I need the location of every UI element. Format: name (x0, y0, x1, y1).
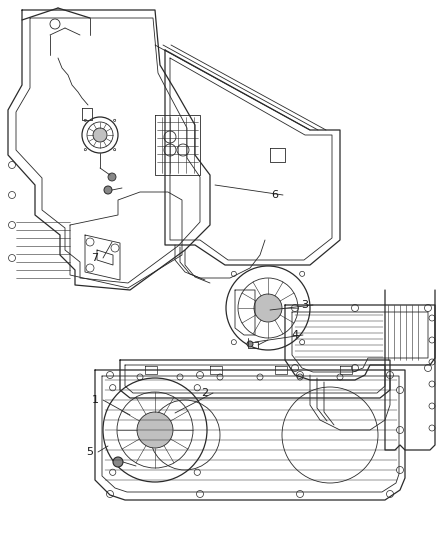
Text: 7: 7 (92, 253, 99, 263)
Text: 4: 4 (291, 330, 299, 340)
Circle shape (254, 294, 282, 322)
Circle shape (108, 173, 116, 181)
Circle shape (113, 457, 123, 467)
Circle shape (137, 412, 173, 448)
Circle shape (247, 341, 253, 347)
Text: 6: 6 (272, 190, 279, 200)
Circle shape (93, 128, 107, 142)
Text: 2: 2 (201, 388, 208, 398)
Text: 1: 1 (92, 395, 99, 405)
Text: 3: 3 (301, 300, 308, 310)
Text: 5: 5 (86, 447, 93, 457)
Circle shape (104, 186, 112, 194)
